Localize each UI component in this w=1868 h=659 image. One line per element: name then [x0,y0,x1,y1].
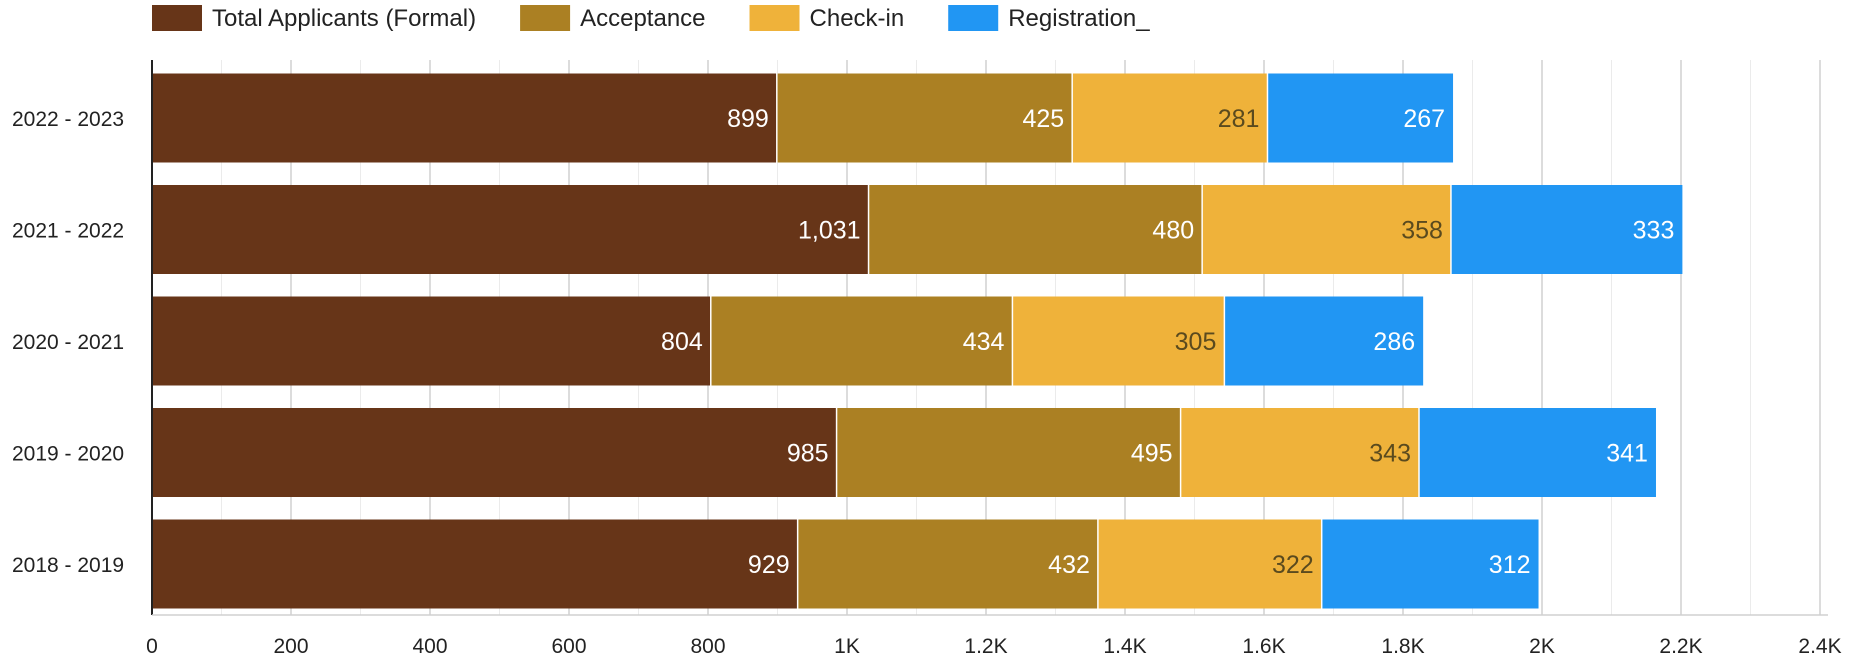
bar-segment [152,296,711,386]
x-tick-label: 2.4K [1798,635,1841,658]
bar-value-label: 929 [748,551,790,579]
bar-value-label: 312 [1489,551,1531,579]
bar-value-label: 985 [787,440,829,468]
category-label: 2021 - 2022 [12,220,124,243]
bar-segment [868,185,1203,274]
x-tick-label: 2K [1529,635,1555,658]
bar-value-label: 434 [963,328,1005,356]
bar-value-label: 432 [1048,551,1090,579]
x-tick-label: 1.6K [1242,635,1285,658]
legend-item: Check-in [749,5,905,32]
legend-label: Registration_ [1008,5,1150,32]
axes: 2022 - 2023 2021 - 2022 2020 - 2021 2019 - … [12,60,1842,658]
bar-value-label: 804 [661,328,703,356]
bar-segment [1180,408,1419,497]
bar-value-label: 1,031 [798,217,861,245]
x-tick-label: 1.4K [1103,635,1146,658]
x-tick-label: 0 [146,635,158,658]
legend: Total Applicants (Formal) Acceptance Check… [152,5,1150,32]
category-label: 2022 - 2023 [12,108,124,131]
bar-segment [1321,519,1539,609]
bar-segment [1224,296,1424,386]
x-tick-label: 400 [412,635,447,658]
legend-item: Registration_ [948,5,1150,32]
legend-label: Total Applicants (Formal) [212,5,476,32]
bar-segment [152,185,869,274]
bar-segment [1202,185,1451,274]
legend-item: Acceptance [520,5,706,32]
x-tick-label: 600 [551,635,586,658]
x-tick-label: 2.2K [1659,635,1702,658]
category-label: 2018 - 2019 [12,554,124,577]
category-label: 2019 - 2020 [12,443,124,466]
legend-swatch [749,5,800,31]
legend-swatch [152,5,202,31]
legend-swatch [520,5,571,31]
bar-value-label: 343 [1369,440,1411,468]
bar-segment [1012,296,1225,386]
bar-value-label: 425 [1022,105,1064,133]
x-tick-label: 1.2K [964,635,1007,658]
bar-segment [776,73,1073,163]
bar-segment [836,408,1181,497]
bar-segment [710,296,1013,386]
bar-segment [1450,185,1683,274]
bar-segment [152,73,777,163]
bar-segment [152,519,798,609]
legend-label: Check-in [810,5,905,32]
bar-value-label: 267 [1403,105,1445,133]
x-tick-label: 1K [834,635,860,658]
bar-segment [1072,73,1268,163]
legend-label: Acceptance [580,5,705,32]
bar-value-label: 322 [1272,551,1314,579]
bar-value-label: 341 [1606,440,1648,468]
bar-value-label: 495 [1131,440,1173,468]
x-tick-label: 1.8K [1381,635,1424,658]
bar-value-label: 286 [1373,328,1415,356]
bars: 899 425 281 267 1,031 480 358 333 804 434 305 286 98… [152,73,1683,609]
bar-segment [1267,73,1454,163]
x-tick-label: 200 [273,635,308,658]
bar-value-label: 305 [1175,328,1217,356]
bar-value-label: 358 [1401,217,1443,245]
x-tick-label: 800 [690,635,725,658]
bar-segment [1418,408,1656,497]
bar-value-label: 480 [1152,217,1194,245]
bar-segment [797,519,1098,609]
legend-swatch [948,5,999,31]
bar-segment [152,408,837,497]
bar-value-label: 899 [727,105,769,133]
bar-segment [1097,519,1322,609]
bar-value-label: 333 [1633,217,1675,245]
legend-item: Total Applicants (Formal) [152,5,476,32]
bar-value-label: 281 [1218,105,1260,133]
category-label: 2020 - 2021 [12,331,124,354]
